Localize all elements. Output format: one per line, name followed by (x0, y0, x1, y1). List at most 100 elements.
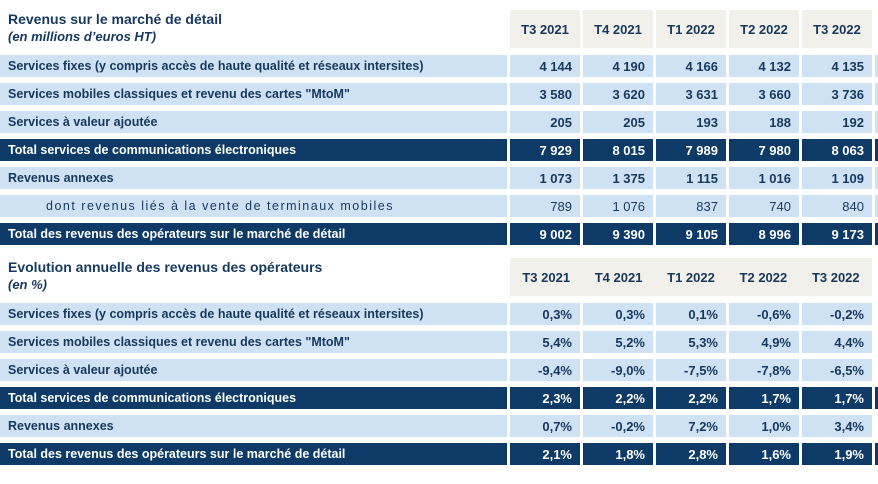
value-cell: 4 166 (656, 55, 726, 77)
table-row: Revenus annexes 0,7% -0,2% 7,2% 1,0% 3,4… (0, 415, 878, 437)
table-total-row: Total services de communications électro… (0, 139, 878, 161)
row-label: Services mobiles classiques et revenu de… (0, 83, 507, 105)
table1-title: Revenus sur le marché de détail (8, 11, 222, 27)
table-edge-sliver (875, 83, 878, 105)
table-edge-sliver (875, 55, 878, 77)
value-cell: 3 580 (510, 83, 580, 105)
table-edge-sliver (875, 111, 878, 133)
table2-subtitle: (en %) (8, 277, 47, 292)
value-cell: 0,3% (583, 303, 653, 325)
table-total-row: Total des revenus des opérateurs sur le … (0, 443, 878, 465)
value-cell: 3 660 (729, 83, 799, 105)
value-cell: 192 (802, 111, 872, 133)
value-cell: 2,3% (510, 387, 580, 409)
column-header-t2-2022: T2 2022 (729, 10, 799, 48)
table-edge-sliver (875, 223, 878, 245)
value-cell: 2,2% (656, 387, 726, 409)
value-cell: 8 996 (729, 223, 799, 245)
table-row: Services mobiles classiques et revenu de… (0, 331, 878, 353)
value-cell: -0,2% (583, 415, 653, 437)
value-cell: 0,7% (510, 415, 580, 437)
value-cell: 3,4% (802, 415, 872, 437)
value-cell: 1,0% (729, 415, 799, 437)
value-cell: -9,4% (510, 359, 580, 381)
table2-title-cell: Evolution annuelle des revenus des opéra… (0, 258, 507, 296)
column-header-t3-2021: T3 2021 (510, 258, 583, 296)
value-cell: 4 190 (583, 55, 653, 77)
report-page: Revenus sur le marché de détail (en mill… (0, 10, 878, 484)
value-cell: 1 016 (729, 167, 799, 189)
value-cell: 9 173 (802, 223, 872, 245)
value-cell: -7,8% (729, 359, 799, 381)
value-cell: 1 115 (656, 167, 726, 189)
value-cell: 4,9% (729, 331, 799, 353)
value-cell: 205 (583, 111, 653, 133)
table-row: Services fixes (y compris accès de haute… (0, 303, 878, 325)
row-label: Services fixes (y compris accès de haute… (0, 303, 507, 325)
row-label: Services mobiles classiques et revenu de… (0, 331, 507, 353)
value-cell: 1 109 (802, 167, 872, 189)
value-cell: 3 620 (583, 83, 653, 105)
value-cell: 3 736 (802, 83, 872, 105)
table-row: Services à valeur ajoutée -9,4% -9,0% -7… (0, 359, 878, 381)
value-cell: -7,5% (656, 359, 726, 381)
value-cell: 2,1% (510, 443, 580, 465)
value-cell: 1,6% (729, 443, 799, 465)
row-label: Services à valeur ajoutée (0, 359, 507, 381)
value-cell: 9 002 (510, 223, 580, 245)
table-row: Revenus annexes 1 073 1 375 1 115 1 016 … (0, 167, 878, 189)
value-cell: 4 135 (802, 55, 872, 77)
value-cell: 4 144 (510, 55, 580, 77)
value-cell: 7 929 (510, 139, 580, 161)
retail-revenue-table: Revenus sur le marché de détail (en mill… (0, 10, 878, 245)
table-edge-sliver (875, 195, 878, 217)
value-cell: -9,0% (583, 359, 653, 381)
table2-title: Evolution annuelle des revenus des opéra… (8, 259, 323, 275)
row-label: Total des revenus des opérateurs sur le … (0, 443, 507, 465)
value-cell: 7 980 (729, 139, 799, 161)
value-cell: 1 073 (510, 167, 580, 189)
table-total-row: Total des revenus des opérateurs sur le … (0, 223, 878, 245)
value-cell: 0,3% (510, 303, 580, 325)
value-cell: 8 063 (802, 139, 872, 161)
row-label: Revenus annexes (0, 167, 507, 189)
table1-title-cell: Revenus sur le marché de détail (en mill… (0, 10, 507, 48)
value-cell: 7,2% (656, 415, 726, 437)
value-cell: 205 (510, 111, 580, 133)
row-label: Services fixes (y compris accès de haute… (0, 55, 507, 77)
value-cell: -0,2% (802, 303, 872, 325)
table1-header-row: Revenus sur le marché de détail (en mill… (0, 10, 878, 48)
table2-column-header-band: T3 2021 T4 2021 T1 2022 T2 2022 T3 2022 (510, 258, 872, 296)
value-cell: 1,8% (583, 443, 653, 465)
row-label: Services à valeur ajoutée (0, 111, 507, 133)
column-header-t3-2022: T3 2022 (802, 10, 872, 48)
value-cell: 837 (656, 195, 726, 217)
row-label: Revenus annexes (0, 415, 507, 437)
value-cell: 5,3% (656, 331, 726, 353)
row-label: dont revenus liés à la vente de terminau… (0, 195, 507, 217)
value-cell: 3 631 (656, 83, 726, 105)
value-cell: 2,2% (583, 387, 653, 409)
value-cell: 193 (656, 111, 726, 133)
value-cell: 789 (510, 195, 580, 217)
value-cell: 5,2% (583, 331, 653, 353)
value-cell: 188 (729, 111, 799, 133)
value-cell: 1 076 (583, 195, 653, 217)
column-header-t1-2022: T1 2022 (656, 10, 726, 48)
row-label: Total des revenus des opérateurs sur le … (0, 223, 507, 245)
value-cell: 1 375 (583, 167, 653, 189)
column-header-t4-2021: T4 2021 (582, 258, 655, 296)
value-cell: -0,6% (729, 303, 799, 325)
value-cell: 7 989 (656, 139, 726, 161)
column-header-t3-2021: T3 2021 (510, 10, 580, 48)
column-header-t4-2021: T4 2021 (583, 10, 653, 48)
value-cell: 4,4% (802, 331, 872, 353)
value-cell: 9 390 (583, 223, 653, 245)
column-header-t3-2022: T3 2022 (799, 258, 872, 296)
value-cell: 2,8% (656, 443, 726, 465)
table-total-row: Total services de communications électro… (0, 387, 878, 409)
value-cell: 8 015 (583, 139, 653, 161)
value-cell: 1,7% (729, 387, 799, 409)
row-label: Total services de communications électro… (0, 387, 507, 409)
value-cell: 4 132 (729, 55, 799, 77)
